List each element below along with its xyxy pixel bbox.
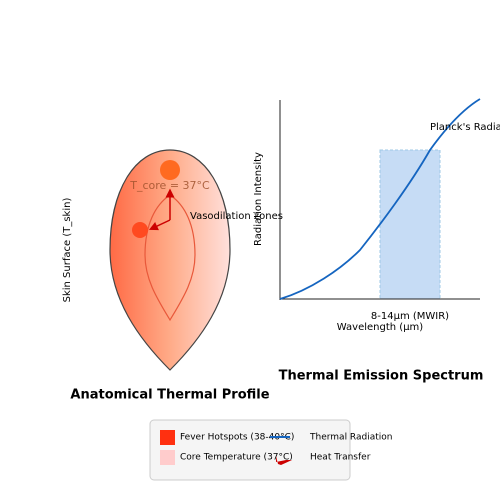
legend-entry: Heat Transfer — [310, 453, 371, 463]
hotspot — [160, 160, 180, 180]
legend-entry: Fever Hotspots (38-40°C) — [180, 433, 294, 443]
legend-swatch — [160, 430, 175, 445]
legend-entry: Core Temperature (37°C) — [180, 453, 293, 463]
core-label: T_core = 37°C — [129, 179, 210, 192]
legend-swatch — [160, 450, 175, 465]
planck-curve — [279, 98, 481, 300]
legend-entry: Thermal Radiation — [309, 433, 392, 443]
y-label: Radiation Intensity — [253, 152, 264, 246]
hotspot — [132, 222, 148, 238]
axis-label: Skin Surface (T_skin) — [62, 198, 73, 303]
zones-label: Vasodilation zones — [190, 211, 283, 222]
x-label: Wavelength (μm) — [337, 322, 424, 333]
skin-outline — [109, 149, 231, 371]
heat-arrow — [148, 219, 171, 231]
legend-box — [149, 419, 351, 481]
curve-label: Planck's Radiation — [430, 122, 500, 133]
mwir-band — [379, 149, 441, 300]
legend-swatch — [276, 456, 292, 465]
panel-title: Anatomical Thermal Profile — [70, 388, 269, 403]
panel-title: Thermal Emission Spectrum — [279, 369, 484, 384]
band-label: 8-14μm (MWIR) — [371, 311, 449, 322]
